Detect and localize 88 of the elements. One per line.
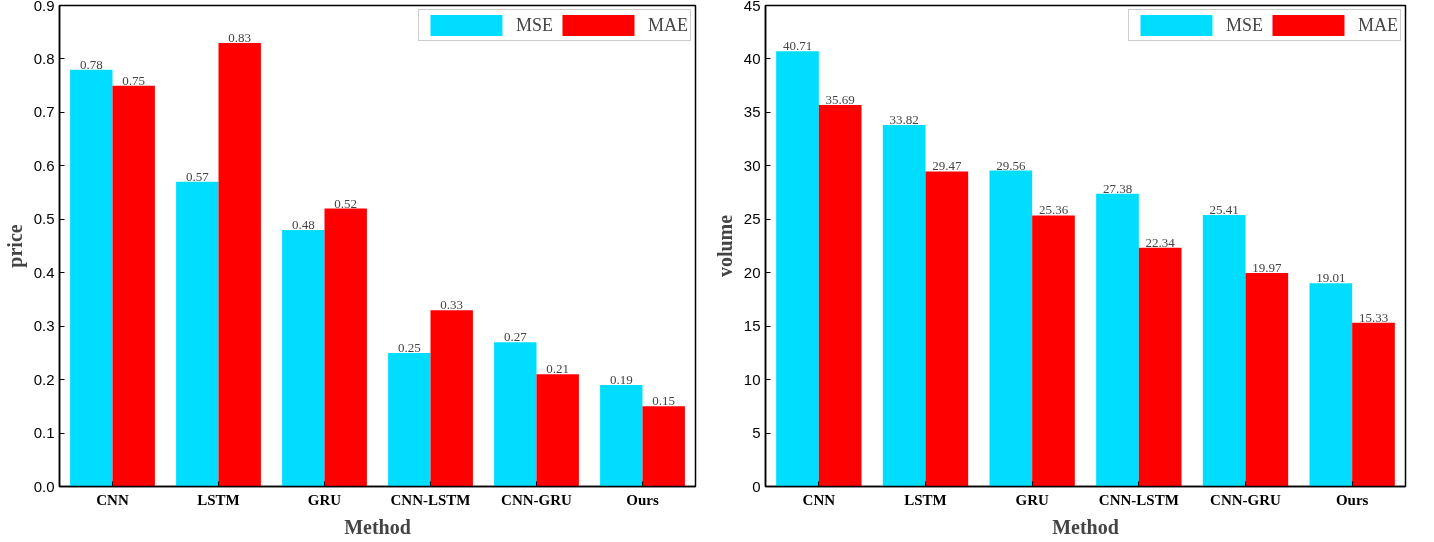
x-axis-title: Method xyxy=(1052,515,1119,538)
x-tick-label: CNN-GRU xyxy=(501,491,573,508)
data-label: 0.19 xyxy=(609,371,633,387)
y-tick-label: 5 xyxy=(752,424,761,442)
data-label: 40.71 xyxy=(782,38,813,54)
x-tick-label: Ours xyxy=(626,491,659,508)
legend-label: MAE xyxy=(1358,14,1398,36)
data-label: 25.36 xyxy=(1038,202,1069,218)
y-tick-label: 0.1 xyxy=(33,424,55,442)
x-tick-label: CNN-LSTM xyxy=(1098,491,1179,508)
bar xyxy=(1138,247,1182,487)
data-label: 29.47 xyxy=(932,158,962,174)
data-label: 19.97 xyxy=(1252,260,1282,276)
data-label: 0.75 xyxy=(122,72,146,88)
y-axis-title: price xyxy=(3,224,27,268)
data-label: 0.78 xyxy=(79,56,103,72)
x-axis-title: Method xyxy=(344,515,411,538)
bar xyxy=(282,229,325,487)
x-tick-label: CNN xyxy=(802,491,836,508)
bar xyxy=(112,85,155,487)
y-tick-label: 45 xyxy=(743,0,761,14)
data-label: 0.33 xyxy=(440,297,464,313)
y-tick-label: 0.2 xyxy=(33,370,55,388)
y-tick-label: 15 xyxy=(743,317,761,335)
legend-label: MSE xyxy=(515,14,553,36)
data-label: 25.41 xyxy=(1209,201,1239,217)
data-label: 0.48 xyxy=(291,216,315,232)
bar xyxy=(989,170,1033,487)
bar xyxy=(882,125,926,487)
bar xyxy=(1352,322,1395,487)
bar xyxy=(776,51,819,487)
data-label: 19.01 xyxy=(1316,270,1346,286)
data-label: 0.15 xyxy=(652,393,676,409)
data-label: 0.27 xyxy=(503,329,528,345)
y-tick-label: 0.8 xyxy=(33,49,55,67)
bar xyxy=(388,352,431,487)
y-tick-label: 0.9 xyxy=(33,0,55,14)
y-tick-label: 25 xyxy=(743,210,761,228)
x-tick-label: GRU xyxy=(307,491,342,508)
data-label: 0.21 xyxy=(546,361,570,377)
legend-label: MSE xyxy=(1225,14,1263,36)
data-label: 0.52 xyxy=(334,195,358,211)
x-tick-label: LSTM xyxy=(197,491,240,508)
x-tick-label: CNN xyxy=(96,491,129,508)
x-tick-label: CNN-GRU xyxy=(1210,491,1282,508)
bar xyxy=(324,208,367,487)
y-tick-label: 20 xyxy=(743,263,761,281)
y-tick-label: 0.5 xyxy=(33,210,55,228)
bar xyxy=(70,69,113,487)
y-tick-label: 0 xyxy=(752,477,761,495)
y-tick-label: 40 xyxy=(743,49,761,67)
y-tick-label: 0.4 xyxy=(33,263,55,281)
bar xyxy=(494,342,537,487)
bar xyxy=(818,105,862,487)
data-label: 29.56 xyxy=(996,157,1026,173)
y-tick-label: 0.0 xyxy=(33,477,55,495)
bar xyxy=(536,374,579,487)
y-tick-label: 35 xyxy=(743,103,761,121)
legend-label: MAE xyxy=(648,14,688,36)
bar xyxy=(218,42,261,487)
y-tick-label: 30 xyxy=(743,156,761,174)
x-tick-label: LSTM xyxy=(904,491,947,508)
data-label: 0.25 xyxy=(397,339,421,355)
data-label: 0.83 xyxy=(228,29,252,45)
bar xyxy=(1202,214,1246,487)
bar xyxy=(1245,273,1289,487)
y-tick-label: 0.6 xyxy=(33,156,55,174)
x-tick-label: GRU xyxy=(1015,491,1049,508)
bar xyxy=(642,406,685,487)
bar xyxy=(925,171,969,487)
x-tick-label: Ours xyxy=(1335,491,1369,508)
bar xyxy=(176,181,219,487)
bar xyxy=(430,310,473,487)
bar xyxy=(600,384,643,487)
data-label: 33.82 xyxy=(889,112,919,127)
y-tick-label: 10 xyxy=(743,370,761,388)
bar xyxy=(1032,215,1075,487)
x-tick-label: CNN-LSTM xyxy=(390,491,471,508)
data-label: 15.33 xyxy=(1358,309,1389,325)
data-label: 22.34 xyxy=(1145,234,1176,250)
data-label: 0.57 xyxy=(185,168,210,184)
y-tick-label: 0.3 xyxy=(33,317,55,335)
bar xyxy=(1309,283,1353,487)
data-label: 27.38 xyxy=(1102,180,1133,196)
data-label: 35.69 xyxy=(825,92,855,108)
y-axis-title: volume xyxy=(713,214,736,278)
y-tick-label: 0.7 xyxy=(33,103,55,121)
bar xyxy=(1096,193,1139,487)
